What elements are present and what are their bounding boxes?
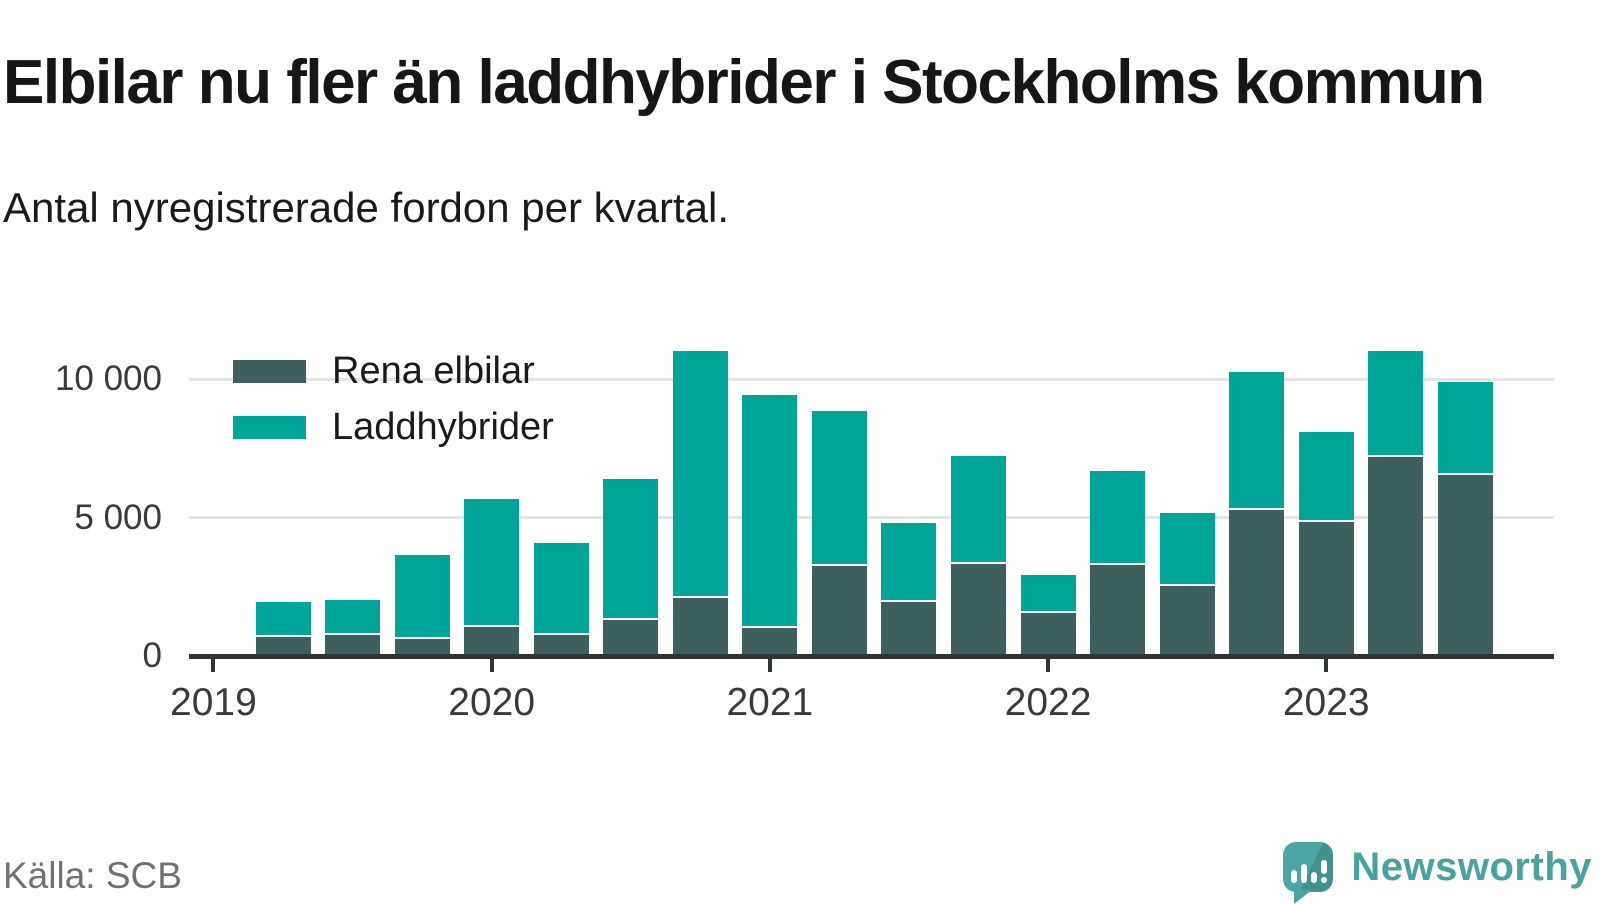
bar-2022-kv3 <box>1159 512 1215 654</box>
legend-label: Laddhybrider <box>332 406 554 448</box>
segment-rena-elbilar <box>1437 474 1493 654</box>
x-tick-label-2020: 2020 <box>448 681 536 724</box>
bar-2023-kv3 <box>1437 382 1493 654</box>
segment-rena-elbilar <box>1298 522 1354 654</box>
bar-2019-kv2 <box>255 602 311 654</box>
segment-rena-elbilar <box>1020 612 1076 654</box>
segment-laddhybrider <box>881 522 937 601</box>
legend-swatch-laddhybrider <box>233 416 306 439</box>
segment-laddhybrider <box>533 543 589 634</box>
segment-rena-elbilar <box>811 565 867 654</box>
brand-name: Newsworthy <box>1351 845 1592 889</box>
bar-2020-kv3 <box>603 479 659 654</box>
segment-rena-elbilar <box>1159 585 1215 654</box>
segment-rena-elbilar <box>603 619 659 654</box>
bar-2023-kv2 <box>1368 350 1424 654</box>
x-tick-label-2022: 2022 <box>1004 681 1092 724</box>
x-tick-label-2021: 2021 <box>726 681 814 724</box>
page-title: Elbilar nu fler än laddhybrider i Stockh… <box>3 47 1485 117</box>
segment-laddhybrider <box>1090 471 1146 564</box>
gridline-5000 <box>189 516 1554 519</box>
segment-rena-elbilar <box>255 637 311 654</box>
bar-2020-kv1 <box>464 499 520 654</box>
segment-laddhybrider <box>394 554 450 637</box>
segment-laddhybrider <box>1298 432 1354 521</box>
segment-laddhybrider <box>325 599 381 633</box>
legend-swatch-elbilar <box>233 360 306 383</box>
newsworthy-brand: Newsworthy <box>1283 842 1592 904</box>
bar-2022-kv2 <box>1090 471 1146 654</box>
newsworthy-speech-bubble-bar-chart-icon <box>1283 842 1334 904</box>
segment-rena-elbilar <box>325 634 381 654</box>
x-tick-2020 <box>489 659 494 672</box>
segment-rena-elbilar <box>881 602 937 654</box>
legend-item-rena-elbilar: Rena elbilar <box>233 350 535 393</box>
bar-2021-kv2 <box>811 410 867 654</box>
segment-rena-elbilar <box>951 563 1006 654</box>
x-tick-label-2019: 2019 <box>170 681 257 724</box>
segment-rena-elbilar <box>1090 565 1146 654</box>
segment-laddhybrider <box>255 602 311 636</box>
segment-laddhybrider <box>742 395 798 626</box>
bar-2021-kv3 <box>881 522 937 654</box>
x-tick-2021 <box>767 659 772 672</box>
gridline-10000 <box>189 377 1554 381</box>
y-tick-label-0: 0 <box>142 636 162 675</box>
y-tick-label-10000: 10 000 <box>54 359 162 398</box>
legend-label: Rena elbilar <box>332 350 535 392</box>
source-note: Källa: SCB <box>3 855 182 896</box>
segment-laddhybrider <box>811 410 867 564</box>
bar-2022-kv4 <box>1229 372 1285 654</box>
chart-subtitle: Antal nyregistrerade fordon per kvartal. <box>3 184 730 231</box>
x-tick-2019 <box>211 659 216 672</box>
segment-laddhybrider <box>1368 350 1424 455</box>
plot-area <box>189 338 1554 659</box>
y-tick-label-5000: 5 000 <box>74 497 162 537</box>
segment-laddhybrider <box>1020 574 1076 611</box>
segment-rena-elbilar <box>672 597 728 654</box>
segment-rena-elbilar <box>1229 510 1285 654</box>
bar-2019-kv4 <box>394 554 450 654</box>
x-tick-2022 <box>1046 659 1051 672</box>
segment-laddhybrider <box>1159 512 1215 584</box>
segment-laddhybrider <box>951 456 1006 562</box>
segment-laddhybrider <box>672 350 728 596</box>
bar-2019-kv3 <box>325 599 381 654</box>
x-tick-label-2023: 2023 <box>1282 681 1370 724</box>
segment-rena-elbilar <box>394 638 450 654</box>
segment-laddhybrider <box>603 479 659 618</box>
segment-laddhybrider <box>464 499 520 626</box>
segment-laddhybrider <box>1229 372 1285 509</box>
segment-rena-elbilar <box>464 627 520 654</box>
x-tick-2023 <box>1324 659 1329 672</box>
exclamation-glyph <box>1321 860 1328 883</box>
bar-2023-kv1 <box>1298 432 1354 654</box>
segment-rena-elbilar <box>533 635 589 654</box>
bar-2020-kv2 <box>533 543 589 654</box>
bar-2022-kv1 <box>1020 574 1076 654</box>
bar-2021-kv1 <box>742 395 798 654</box>
segment-rena-elbilar <box>1368 456 1424 654</box>
bar-2020-kv4 <box>672 350 728 654</box>
segment-laddhybrider <box>1437 382 1493 473</box>
bar-2021-kv4 <box>951 456 1006 654</box>
legend-item-laddhybrider: Laddhybrider <box>233 406 554 449</box>
segment-rena-elbilar <box>742 627 798 654</box>
